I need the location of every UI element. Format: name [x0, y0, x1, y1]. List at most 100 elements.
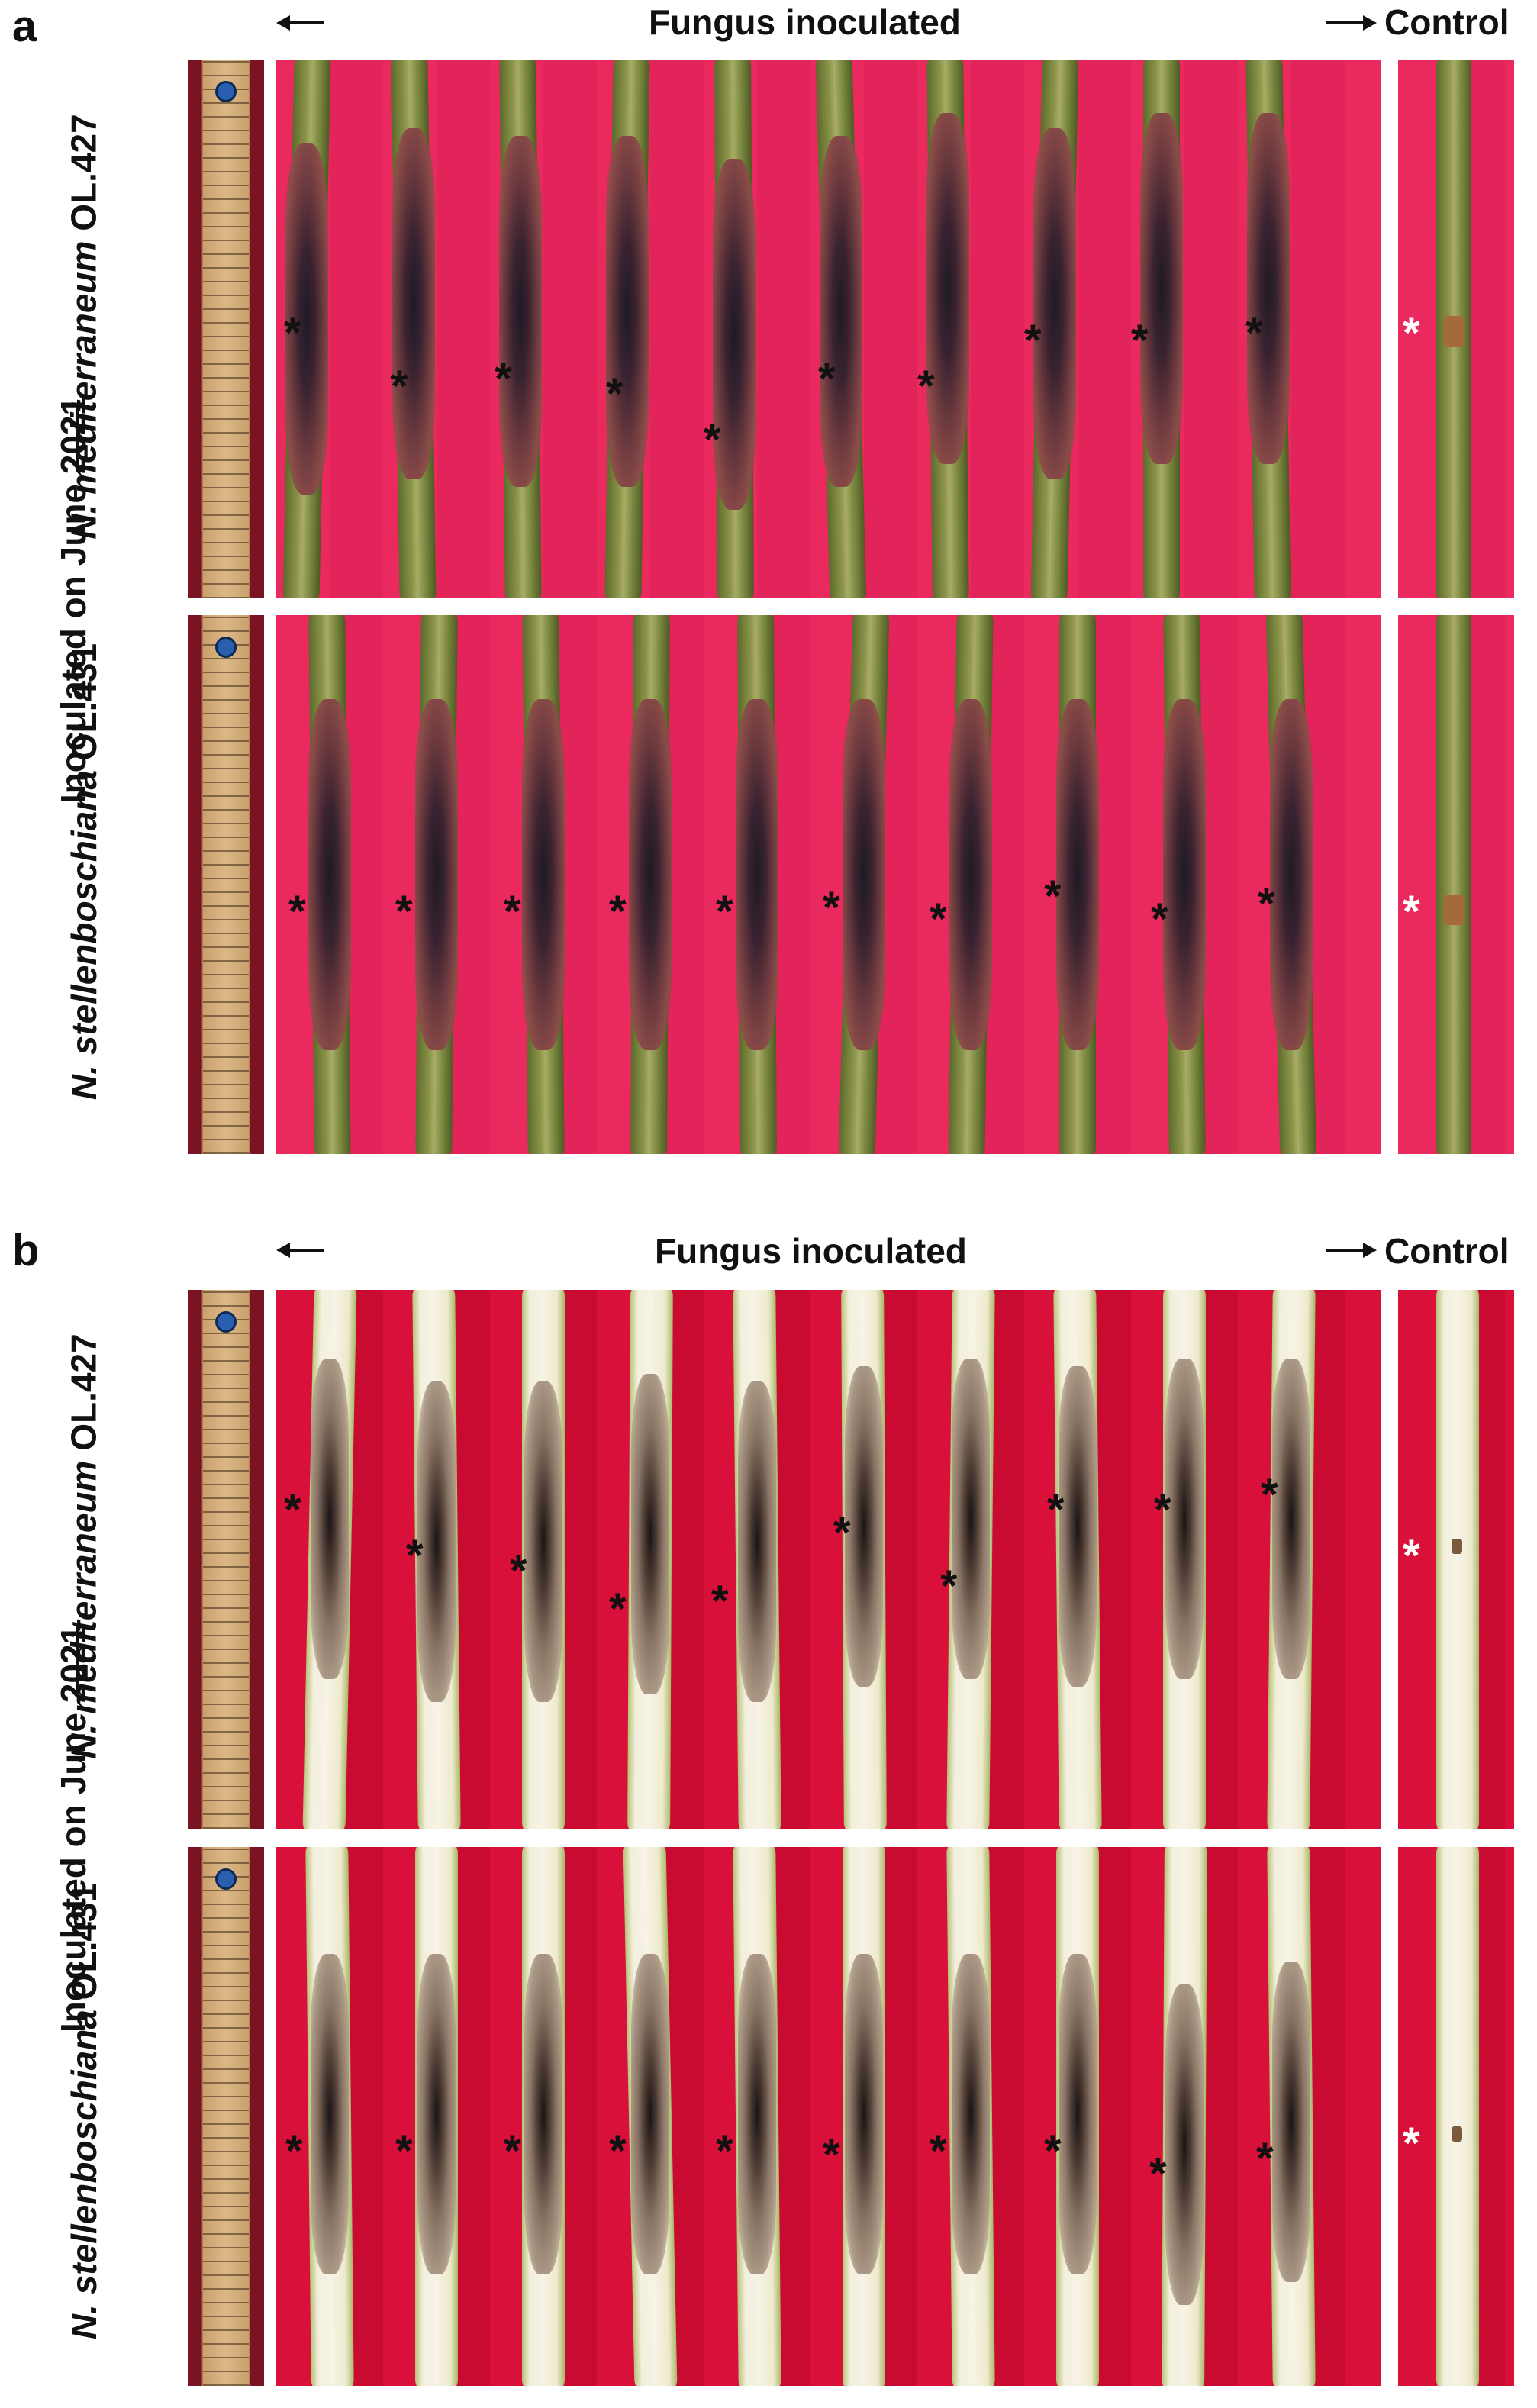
lesion — [1140, 113, 1183, 464]
wound-mark — [1444, 895, 1464, 925]
side-label-divider — [76, 403, 79, 472]
wound-mark — [1452, 1539, 1462, 1554]
lesion — [1272, 1359, 1310, 1679]
photo-a-stellenboschiana-control: * — [1398, 615, 1514, 1154]
inoculation-asterisk: * — [395, 887, 413, 936]
lesion — [738, 1381, 776, 1702]
inoculation-asterisk: * — [1149, 2149, 1167, 2199]
lesion — [499, 136, 542, 487]
lesion — [926, 113, 969, 464]
inoculation-asterisk: * — [1256, 2134, 1274, 2184]
fungus-inoculated-label: Fungus inoculated — [649, 2, 961, 42]
inoculation-asterisk: * — [609, 1584, 627, 1634]
lesion — [949, 699, 992, 1050]
inoculation-asterisk: * — [1024, 316, 1042, 366]
lesion — [417, 1954, 456, 2274]
inoculation-asterisk: * — [1131, 316, 1149, 366]
inoculation-asterisk: * — [504, 2126, 521, 2176]
inoculation-asterisk: * — [818, 354, 836, 404]
control-label: Control — [1384, 1231, 1510, 1271]
inoculation-asterisk: * — [833, 1508, 851, 1558]
inoculation-asterisk: * — [1044, 2126, 1062, 2176]
inoculation-asterisk: * — [917, 362, 935, 411]
lesion — [1056, 699, 1099, 1050]
lesion — [415, 699, 458, 1050]
panel-letter-b: b — [12, 1226, 40, 1275]
photo-b-stellenboschiana-control: * — [1398, 1847, 1514, 2386]
ruler-b-top — [188, 1290, 264, 1829]
inoculation-asterisk: * — [391, 362, 408, 411]
lesion — [738, 1954, 776, 2274]
inoculation-asterisk: * — [940, 1562, 958, 1611]
inoculation-asterisk: * — [395, 2126, 413, 2176]
lesion — [713, 159, 756, 510]
control-asterisk: * — [1403, 887, 1420, 936]
fungus-inoculated-label: Fungus inoculated — [655, 1231, 967, 1271]
inoculation-asterisk: * — [1154, 1485, 1171, 1535]
inoculation-asterisk: * — [284, 1485, 301, 1535]
inoculation-asterisk: * — [285, 2126, 303, 2176]
lesion — [952, 1954, 990, 2274]
lesion — [952, 1359, 990, 1679]
control-label: Control — [1384, 2, 1510, 42]
inoculation-asterisk: * — [1044, 872, 1062, 921]
inoculation-asterisk: * — [716, 887, 733, 936]
inoculation-asterisk: * — [1258, 879, 1275, 929]
lesion — [843, 699, 885, 1050]
ruler-b-bottom — [188, 1847, 264, 2386]
lesion — [1165, 1359, 1204, 1679]
control-split-stem — [1436, 1847, 1479, 2386]
inoculation-asterisk: * — [716, 2126, 733, 2176]
control-split-stem — [1436, 1290, 1479, 1829]
lesion — [631, 1374, 669, 1694]
lesion — [1163, 699, 1206, 1050]
lesion — [524, 1381, 562, 1702]
lesion — [1033, 128, 1076, 479]
inoculation-asterisk: * — [504, 887, 521, 936]
ruler-a-bottom — [188, 615, 264, 1154]
ruler-a-top — [188, 60, 264, 598]
photo-a-stellenboschiana: * * * * * * * * * * — [276, 615, 1381, 1154]
control-stem — [1436, 615, 1471, 1154]
lesion — [1272, 1962, 1310, 2282]
inoculation-asterisk: * — [930, 895, 947, 944]
inoculation-asterisk: * — [609, 887, 627, 936]
lesion — [285, 143, 328, 495]
lesion — [311, 1954, 349, 2274]
inoculation-asterisk: * — [711, 1577, 729, 1626]
inoculation-asterisk: * — [823, 883, 840, 933]
lesion — [308, 699, 351, 1050]
lesion — [631, 1954, 669, 2274]
lesion — [845, 1366, 883, 1687]
control-asterisk: * — [1403, 1531, 1420, 1581]
inoculation-asterisk: * — [1047, 1485, 1065, 1535]
lesion — [524, 1954, 562, 2274]
lesion — [1270, 699, 1313, 1050]
photo-b-mediterraneum-control: * — [1398, 1290, 1514, 1829]
lesion — [820, 136, 862, 487]
photo-a-mediterraneum: * * * * * * * * * * — [276, 60, 1381, 598]
inoculation-asterisk: * — [284, 308, 301, 358]
inoculation-asterisk: * — [823, 2130, 840, 2180]
inoculation-asterisk: * — [1151, 895, 1168, 944]
inoculation-asterisk: * — [510, 1546, 527, 1596]
inoculation-asterisk: * — [406, 1531, 424, 1581]
lesion — [392, 128, 435, 479]
inoculation-asterisk: * — [930, 2126, 947, 2176]
lesion — [522, 699, 565, 1050]
control-asterisk: * — [1403, 308, 1420, 358]
inoculation-asterisk: * — [288, 887, 306, 936]
lesion — [311, 1359, 349, 1679]
inoculation-asterisk: * — [606, 369, 624, 419]
lesion — [1247, 113, 1290, 464]
lesion — [417, 1381, 456, 1702]
lesion — [1058, 1954, 1097, 2274]
side-label-divider — [76, 1624, 79, 1693]
inoculation-asterisk: * — [609, 2126, 627, 2176]
lesion — [1058, 1366, 1097, 1687]
inoculation-asterisk: * — [1261, 1470, 1278, 1520]
panel-letter-a: a — [12, 2, 37, 51]
photo-a-mediterraneum-control: * — [1398, 60, 1514, 598]
photo-b-mediterraneum: * * * * * * * * * * — [276, 1290, 1381, 1829]
lesion — [736, 699, 778, 1050]
